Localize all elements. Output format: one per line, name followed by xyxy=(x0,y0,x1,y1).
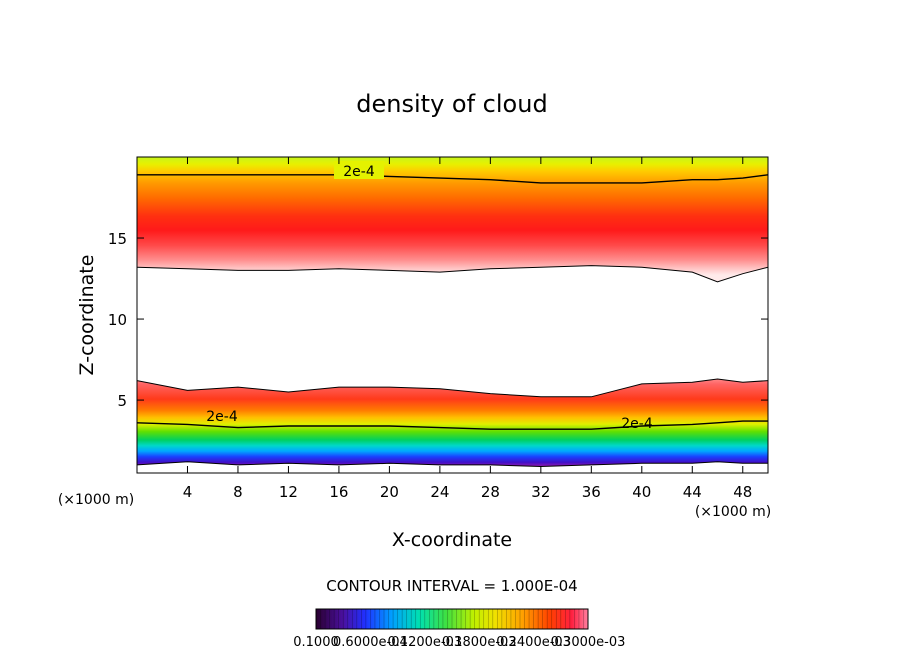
lower-2e4-contour xyxy=(137,420,768,430)
x-tick-label: 48 xyxy=(733,483,752,501)
x-tick-label: 32 xyxy=(531,483,550,501)
colorbar-label: 0.1000 xyxy=(293,635,339,650)
y-tick-label: 5 xyxy=(117,392,127,410)
colorbar-label: 0.1800e-03 xyxy=(442,635,517,650)
contour-interval-text: CONTOUR INTERVAL = 1.000E-04 xyxy=(326,577,577,595)
contour-label-lower-right: 2e-4 xyxy=(621,416,653,432)
x-unit-label-right: (×1000 m) xyxy=(695,504,771,520)
x-tick-label: 40 xyxy=(632,483,651,501)
x-tick-label: 36 xyxy=(582,483,601,501)
x-tick-label: 12 xyxy=(279,483,298,501)
x-tick-label: 24 xyxy=(430,483,449,501)
upper-cloud-layer xyxy=(137,157,768,282)
colorbar-divisions xyxy=(320,609,584,629)
colorbar-label: 0.2400e-03 xyxy=(496,635,571,650)
upper-cloud-base-contour xyxy=(137,265,768,283)
colorbar-labels: 0.10000.6000e-040.1200e-030.1800e-030.24… xyxy=(293,635,625,650)
upper-2e4-contour xyxy=(137,174,768,184)
chart-title: density of cloud xyxy=(356,90,547,118)
contour-label-bg xyxy=(334,161,384,179)
x-axis-label: X-coordinate xyxy=(392,529,512,551)
lower-cloud-top-contour xyxy=(137,378,768,398)
contour-label-lower-left: 2e-4 xyxy=(206,409,238,425)
y-axis-label: Z-coordinate xyxy=(76,255,98,376)
x-tick-label: 16 xyxy=(329,483,348,501)
x-tick-label: 8 xyxy=(233,483,243,501)
y-axis-ticks: 5 10 15 xyxy=(108,230,768,410)
y-tick-label: 10 xyxy=(108,311,127,329)
colorbar-label: 0.3000e-03 xyxy=(551,635,626,650)
lower-cloud-base-contour xyxy=(137,461,768,468)
plot-frame xyxy=(136,156,769,474)
colorbar-label: 0.6000e-04 xyxy=(333,635,408,650)
colorbar xyxy=(316,609,588,629)
x-axis-ticks: 4 8 12 16 20 24 28 32 36 40 44 48 xyxy=(183,157,752,501)
x-tick-label: 4 xyxy=(183,483,193,501)
colorbar-label: 0.1200e-03 xyxy=(387,635,462,650)
x-tick-label: 28 xyxy=(481,483,500,501)
x-unit-label-left: (×1000 m) xyxy=(58,492,134,508)
lower-cloud-layer xyxy=(137,379,768,467)
plot-area xyxy=(137,157,768,473)
x-tick-label: 44 xyxy=(683,483,702,501)
contour-label-upper: 2e-4 xyxy=(343,164,375,180)
y-tick-label: 15 xyxy=(108,230,127,248)
colorbar-frame xyxy=(315,608,589,630)
x-tick-label: 20 xyxy=(380,483,399,501)
